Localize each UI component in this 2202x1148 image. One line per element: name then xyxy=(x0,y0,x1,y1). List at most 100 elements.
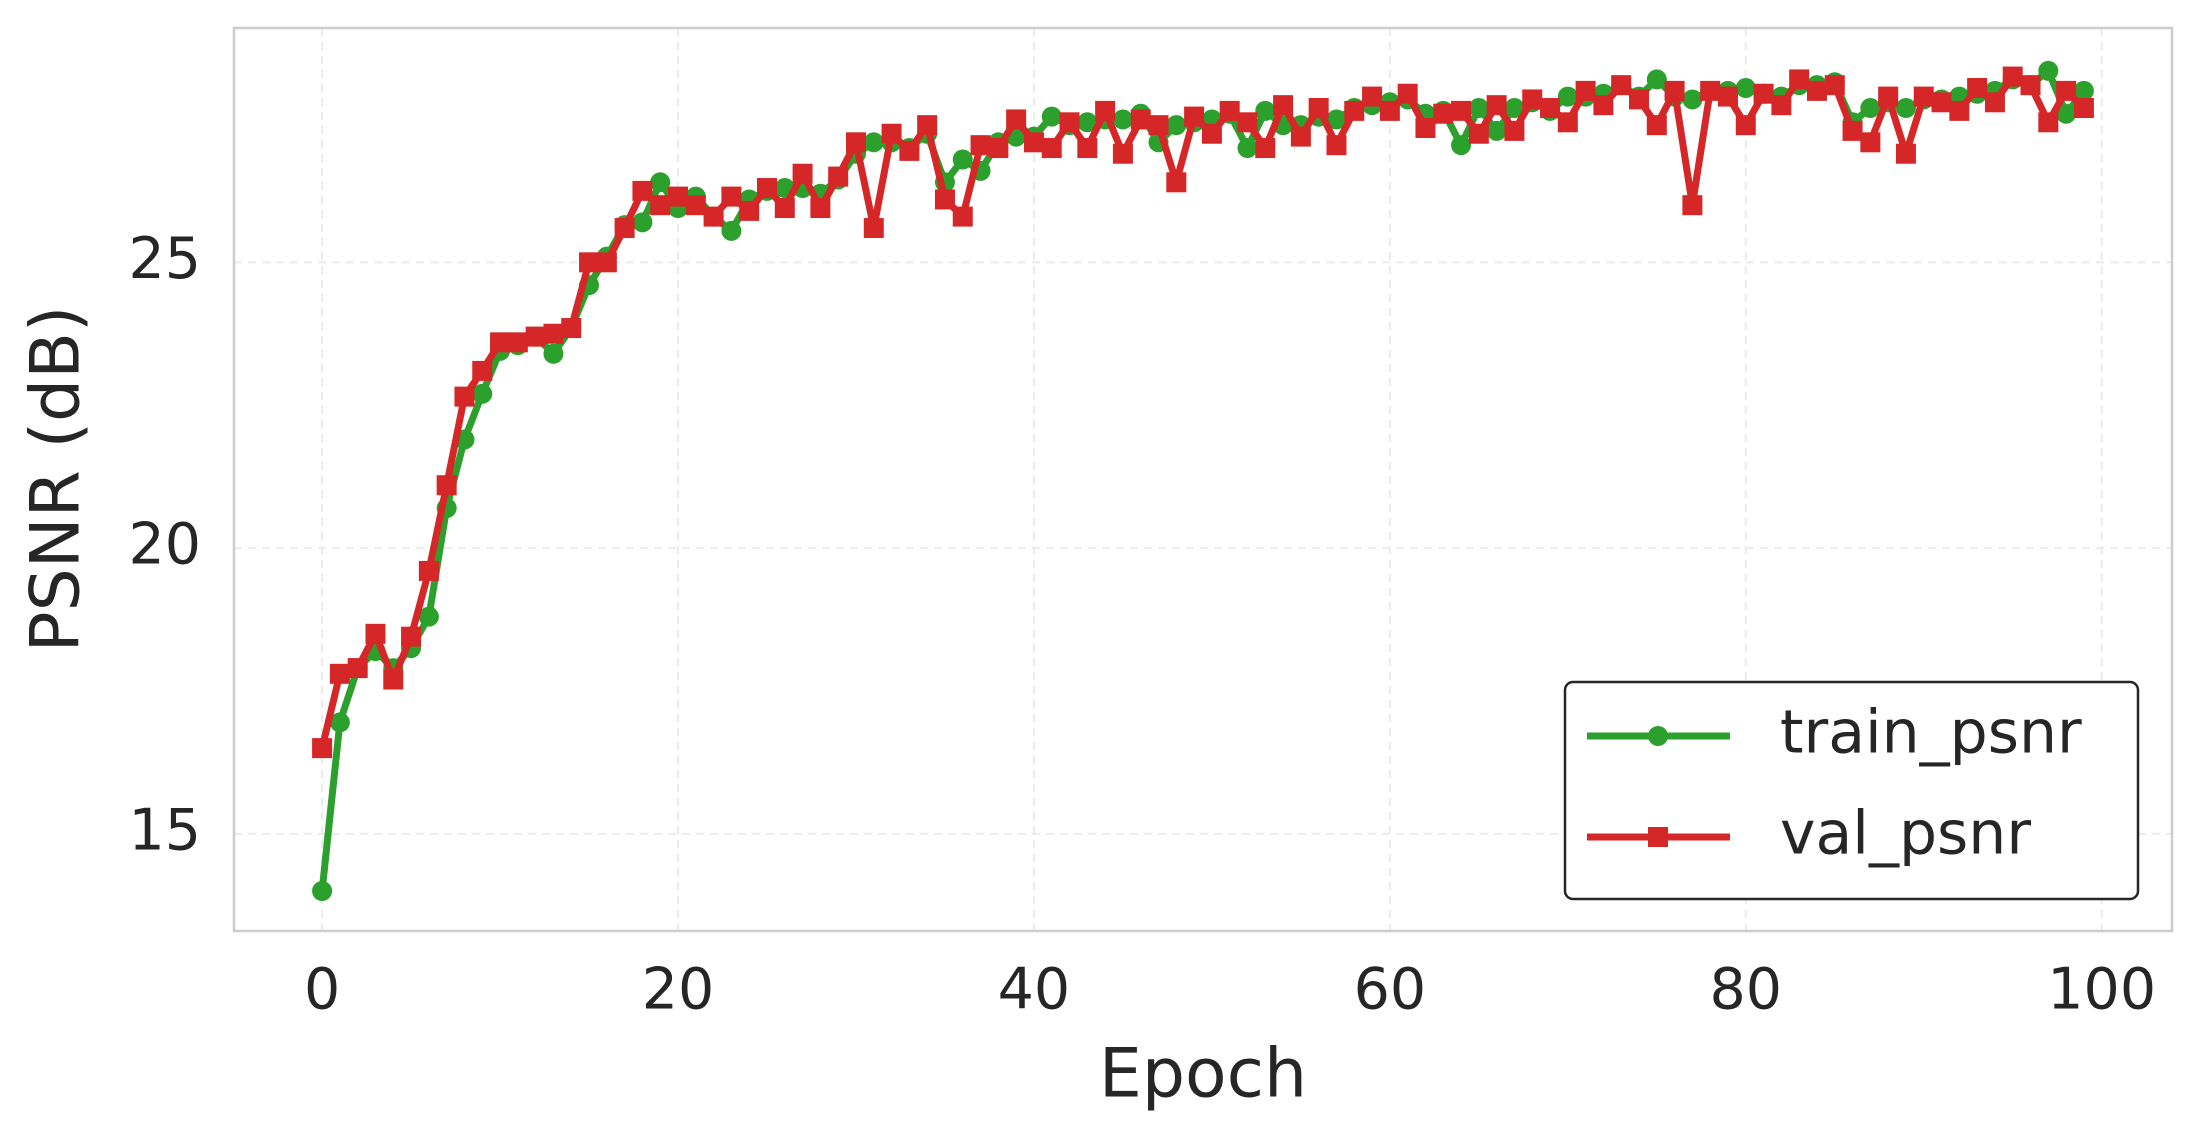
data-point xyxy=(703,206,724,227)
data-point xyxy=(1219,100,1240,121)
data-point xyxy=(1931,92,1952,113)
data-point xyxy=(2038,60,2059,81)
data-point xyxy=(1095,100,1116,121)
data-point xyxy=(561,318,582,339)
data-point xyxy=(952,149,973,170)
data-point xyxy=(1379,100,1400,121)
y-tick-label: 15 xyxy=(128,797,201,863)
data-point xyxy=(1593,95,1614,116)
data-point xyxy=(472,360,493,381)
data-point xyxy=(650,172,671,193)
y-axis-label: PSNR (dB) xyxy=(17,306,96,653)
data-point xyxy=(1735,78,1756,99)
data-point xyxy=(1184,106,1205,127)
legend-label: val_psnr xyxy=(1780,799,2031,869)
data-point xyxy=(1112,143,1133,164)
data-point xyxy=(365,623,386,644)
data-point xyxy=(1895,98,1916,119)
x-tick-label: 80 xyxy=(1710,957,1783,1023)
data-point xyxy=(1326,109,1347,130)
data-point xyxy=(1629,89,1650,110)
data-point xyxy=(1557,112,1578,133)
data-point xyxy=(668,186,689,207)
data-point xyxy=(899,140,920,161)
x-tick-label: 60 xyxy=(1354,957,1427,1023)
data-point xyxy=(614,218,635,239)
data-point xyxy=(1451,135,1472,156)
data-point xyxy=(1984,92,2005,113)
data-point xyxy=(1451,100,1472,121)
data-point xyxy=(756,178,777,199)
data-point xyxy=(1041,106,1062,127)
data-point xyxy=(1468,98,1489,119)
data-point xyxy=(1806,80,1827,101)
data-point xyxy=(1646,69,1667,90)
x-tick-label: 20 xyxy=(642,957,715,1023)
data-point xyxy=(1895,143,1916,164)
data-point xyxy=(1504,120,1525,141)
data-point xyxy=(1842,120,1863,141)
data-point xyxy=(1290,126,1311,147)
data-point xyxy=(1166,172,1187,193)
data-point xyxy=(490,332,511,353)
data-point xyxy=(881,123,902,144)
data-point xyxy=(579,252,600,273)
data-point xyxy=(1664,80,1685,101)
data-point xyxy=(934,189,955,210)
data-point xyxy=(418,606,439,627)
data-point xyxy=(1006,109,1027,130)
data-point xyxy=(1486,95,1507,116)
data-point xyxy=(1949,100,1970,121)
data-point xyxy=(329,663,350,684)
data-point xyxy=(2056,80,2077,101)
data-point xyxy=(1504,98,1525,119)
data-point xyxy=(454,386,475,407)
data-point xyxy=(1611,75,1632,96)
data-point xyxy=(1166,115,1187,136)
data-point xyxy=(2020,75,2041,96)
data-point xyxy=(2056,103,2077,124)
data-point xyxy=(383,669,404,690)
data-point xyxy=(1913,86,1934,107)
data-point xyxy=(525,326,546,347)
data-point xyxy=(1237,112,1258,133)
plot-frame xyxy=(232,26,2174,933)
data-point xyxy=(1112,109,1133,130)
x-tick-label: 0 xyxy=(304,957,340,1023)
data-point xyxy=(1255,138,1276,159)
data-point xyxy=(1860,98,1881,119)
data-point xyxy=(1824,75,1845,96)
data-point xyxy=(1753,83,1774,104)
data-point xyxy=(810,198,831,219)
x-tick-label: 100 xyxy=(2047,957,2156,1023)
data-point xyxy=(917,115,938,136)
data-point xyxy=(1023,132,1044,153)
data-point xyxy=(1362,86,1383,107)
data-point xyxy=(312,738,333,759)
data-point xyxy=(1077,138,1098,159)
data-point xyxy=(1077,112,1098,133)
data-point xyxy=(543,323,564,344)
data-point xyxy=(312,880,333,901)
data-point xyxy=(1575,80,1596,101)
data-point xyxy=(418,560,439,581)
data-point xyxy=(1273,95,1294,116)
data-point xyxy=(721,220,742,241)
data-point xyxy=(1237,138,1258,159)
data-point xyxy=(1468,123,1489,144)
data-point xyxy=(1486,120,1507,141)
data-point xyxy=(1878,86,1899,107)
data-point xyxy=(1557,86,1578,107)
data-point xyxy=(1860,132,1881,153)
data-point xyxy=(1646,115,1667,136)
data-point xyxy=(1344,100,1365,121)
data-point xyxy=(952,206,973,227)
data-point xyxy=(401,626,422,647)
data-point xyxy=(347,658,368,679)
data-point xyxy=(1041,138,1062,159)
legend-label: train_psnr xyxy=(1780,698,2082,768)
x-tick-label: 40 xyxy=(998,957,1071,1023)
